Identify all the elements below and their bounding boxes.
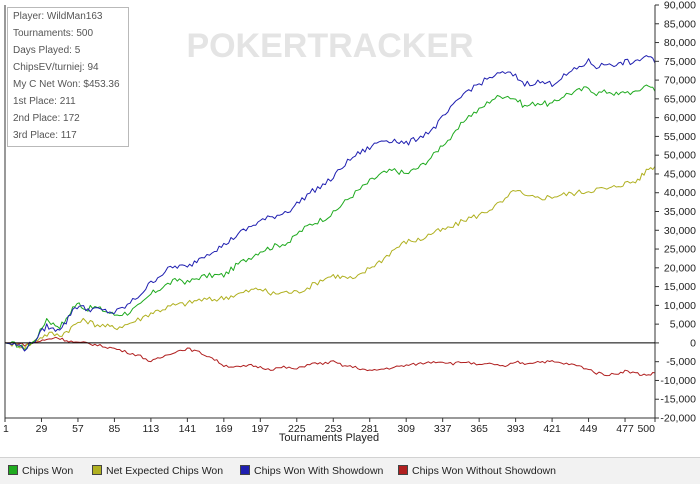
stat-tournaments: Tournaments: 500	[13, 28, 94, 39]
legend-item-chips-won: Chips Won	[8, 465, 73, 477]
legend-swatch	[92, 465, 102, 475]
x-tick-label: 169	[215, 423, 233, 435]
y-tick-label: 35,000	[664, 206, 696, 218]
y-tick-label: 40,000	[664, 187, 696, 199]
series-line-chips-won-without-showdown	[5, 336, 656, 377]
y-tick-label: 65,000	[664, 93, 696, 105]
x-tick-label: 85	[109, 423, 121, 435]
y-tick-label: 80,000	[664, 37, 696, 49]
x-tick-label: 253	[324, 423, 342, 435]
y-tick-label: 90,000	[664, 0, 696, 12]
stat-2nd-place: 2nd Place: 172	[13, 113, 80, 124]
y-tick-label: 55,000	[664, 131, 696, 143]
legend-swatch	[240, 465, 250, 475]
stat-net-won: My C Net Won: $453.36	[13, 79, 120, 90]
y-tick-label: 15,000	[664, 281, 696, 293]
stat-3rd-place: 3rd Place: 117	[13, 130, 77, 141]
legend-label: Chips Won With Showdown	[254, 465, 384, 477]
legend-swatch	[8, 465, 18, 475]
y-tick-label: -5,000	[666, 356, 696, 368]
y-tick-label: 45,000	[664, 168, 696, 180]
legend-item-chips-won-without-showdown: Chips Won Without Showdown	[398, 465, 556, 477]
y-tick-label: 20,000	[664, 262, 696, 274]
y-tick-label: 50,000	[664, 150, 696, 162]
stat-1st-place: 1st Place: 211	[13, 96, 76, 107]
legend-label: Chips Won	[22, 465, 74, 477]
y-tick-label: 75,000	[664, 56, 696, 68]
legend-item-net-expected-chips-won: Net Expected Chips Won	[92, 465, 223, 477]
x-tick-label: 421	[543, 423, 561, 435]
x-tick-label: 337	[434, 423, 452, 435]
x-tick-label: 1	[3, 423, 9, 435]
stat-days-played: Days Played: 5	[13, 45, 81, 56]
x-tick-label: 141	[179, 423, 197, 435]
stat-chips-ev: ChipsEV/turniej: 94	[13, 62, 99, 73]
x-tick-label: 477	[616, 423, 634, 435]
y-tick-label: 85,000	[664, 18, 696, 30]
axes: -20,000 -15,000 -10,000 -5,000 0 5,000 10,000 1…	[3, 0, 696, 435]
legend-swatch	[398, 465, 408, 475]
x-tick-label: 393	[507, 423, 525, 435]
y-tick-label: 25,000	[664, 244, 696, 256]
x-axis-title: Tournaments Played	[279, 432, 379, 444]
y-tick-label: -20,000	[660, 413, 696, 425]
y-tick-label: 30,000	[664, 225, 696, 237]
watermark-logo: POKERTRACKER	[186, 27, 473, 65]
y-tick-label: 5,000	[670, 319, 696, 331]
series-line-chips-won-with-showdown	[4, 55, 656, 352]
x-tick-label: 309	[397, 423, 415, 435]
x-tick-label: 57	[72, 423, 84, 435]
x-tick-label: 281	[361, 423, 379, 435]
y-tick-label: -15,000	[660, 394, 696, 406]
y-tick-label: 60,000	[664, 112, 696, 124]
x-tick-label: 197	[252, 423, 270, 435]
y-tick-label: -10,000	[660, 375, 696, 387]
series-layer	[4, 55, 656, 377]
x-tick-label: 225	[288, 423, 306, 435]
chart: POKERTRACKER -20,000 -15,000 -10,000 -5,000…	[3, 0, 696, 444]
legend-item-chips-won-with-showdown: Chips Won With Showdown	[240, 465, 383, 477]
series-line-net-expected-chips-won	[4, 166, 656, 350]
y-tick-label: 0	[690, 337, 696, 349]
x-tick-label: 29	[36, 423, 48, 435]
legend-label: Net Expected Chips Won	[106, 465, 224, 477]
chart-legend: Chips Won Net Expected Chips Won Chips W…	[0, 457, 700, 484]
y-tick-label: 10,000	[664, 300, 696, 312]
player-stats-box: Player: WildMan163 Tournaments: 500 Days…	[7, 7, 129, 147]
legend-label: Chips Won Without Showdown	[412, 465, 556, 477]
x-tick-label: 365	[470, 423, 488, 435]
y-tick-label: 70,000	[664, 75, 696, 87]
x-tick-label: 449	[580, 423, 598, 435]
x-tick-label: 500	[637, 423, 655, 435]
x-tick-label: 113	[143, 423, 160, 435]
stat-player: Player: WildMan163	[13, 11, 103, 22]
